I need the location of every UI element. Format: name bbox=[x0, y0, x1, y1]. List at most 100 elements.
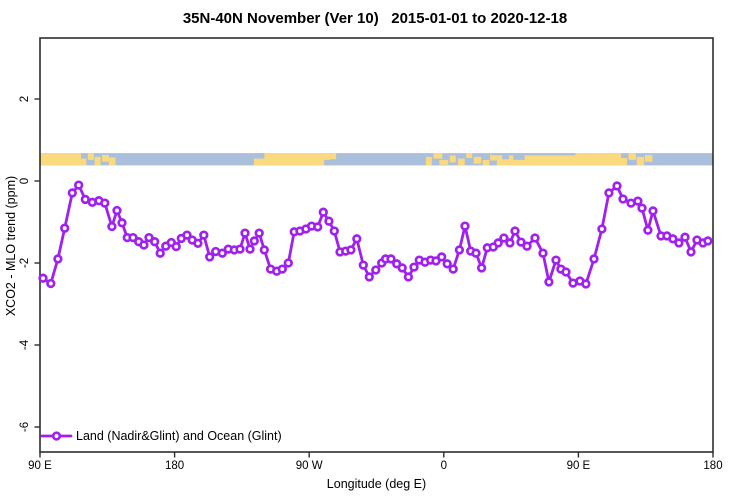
data-point bbox=[100, 198, 110, 208]
ocean-segment bbox=[513, 154, 525, 160]
ocean-segment bbox=[253, 153, 265, 159]
data-point bbox=[46, 278, 56, 289]
data-point bbox=[403, 272, 414, 282]
data-point bbox=[386, 254, 396, 264]
data-point bbox=[505, 238, 515, 248]
data-point bbox=[499, 233, 509, 243]
data-point bbox=[259, 245, 269, 255]
land-segment bbox=[433, 153, 443, 159]
data-point bbox=[460, 221, 470, 231]
data-point bbox=[74, 180, 84, 190]
land-segment bbox=[482, 159, 490, 166]
data-point bbox=[53, 254, 63, 264]
data-point bbox=[107, 221, 117, 232]
data-point bbox=[589, 254, 599, 264]
data-point bbox=[618, 194, 628, 204]
data-point bbox=[318, 207, 328, 217]
data-point bbox=[471, 248, 481, 258]
data-point bbox=[182, 230, 192, 240]
data-point bbox=[674, 238, 684, 248]
data-point bbox=[358, 260, 368, 270]
ocean-segment bbox=[491, 153, 576, 156]
land-segment bbox=[636, 156, 645, 166]
land-segment bbox=[40, 153, 82, 166]
y-tick-label: -6 bbox=[19, 422, 31, 432]
land-segment bbox=[87, 153, 94, 160]
data-point bbox=[313, 222, 323, 232]
data-point bbox=[171, 241, 181, 252]
data-point bbox=[193, 238, 203, 248]
data-point bbox=[493, 238, 503, 248]
ocean-segment bbox=[324, 159, 331, 166]
data-point bbox=[199, 230, 209, 240]
data-point bbox=[397, 263, 407, 273]
data-point bbox=[128, 232, 138, 243]
plot-border bbox=[39, 37, 714, 453]
data-point bbox=[38, 273, 48, 283]
data-point bbox=[352, 234, 362, 244]
x-tick-label: 180 bbox=[165, 460, 184, 472]
x-tick-label: 90 E bbox=[567, 460, 591, 472]
land-segment bbox=[330, 153, 337, 160]
data-point bbox=[235, 244, 245, 254]
data-point bbox=[254, 228, 264, 238]
land-segment bbox=[644, 154, 653, 162]
data-point bbox=[112, 205, 122, 216]
y-axis-ticks: 2 0 -2 -4 -6 bbox=[19, 96, 40, 432]
land-segment bbox=[253, 153, 331, 166]
data-point bbox=[551, 255, 561, 265]
land-segment bbox=[621, 158, 628, 166]
data-point bbox=[442, 259, 452, 269]
data-point bbox=[117, 218, 127, 228]
data-point bbox=[604, 188, 614, 198]
data-point bbox=[454, 245, 465, 255]
data-point bbox=[329, 226, 339, 236]
data-point bbox=[150, 237, 160, 247]
ocean-segment bbox=[502, 155, 509, 160]
x-tick-label: 90 E bbox=[28, 460, 52, 472]
data-point bbox=[324, 216, 334, 226]
data-point bbox=[680, 232, 690, 242]
x-axis-ticks: 90 E 180 90 W 0 90 E 180 bbox=[28, 452, 723, 472]
data-point bbox=[437, 252, 447, 262]
data-point bbox=[240, 228, 250, 238]
data-point bbox=[597, 224, 607, 234]
land-segment bbox=[81, 158, 87, 166]
land-segment bbox=[94, 156, 101, 166]
data-markers bbox=[38, 180, 713, 289]
legend-marker-icon bbox=[51, 431, 62, 441]
land-ocean-map-strip bbox=[40, 153, 713, 166]
data-point bbox=[371, 265, 381, 275]
data-point bbox=[217, 248, 227, 258]
data-point bbox=[409, 262, 419, 272]
land-segment bbox=[466, 153, 473, 159]
data-point bbox=[686, 247, 696, 257]
data-point bbox=[139, 240, 149, 250]
data-point bbox=[476, 263, 487, 273]
data-point bbox=[637, 203, 647, 213]
data-point bbox=[277, 264, 287, 274]
data-point bbox=[516, 237, 526, 247]
land-segment bbox=[496, 153, 622, 166]
y-tick-label: 0 bbox=[19, 178, 31, 184]
data-point bbox=[668, 234, 678, 244]
x-tick-label: 180 bbox=[703, 460, 722, 472]
land-segment bbox=[628, 153, 636, 160]
data-point bbox=[544, 277, 554, 287]
data-point bbox=[648, 206, 658, 216]
x-tick-label: 0 bbox=[441, 460, 447, 472]
plot-title: 35N-40N November (Ver 10) 2015-01-01 to … bbox=[182, 10, 568, 27]
land-segment bbox=[458, 158, 465, 166]
data-point bbox=[346, 245, 356, 255]
land-segment bbox=[439, 159, 449, 165]
data-point bbox=[448, 264, 458, 274]
data-point bbox=[612, 181, 622, 191]
land-segment bbox=[102, 154, 109, 162]
data-point bbox=[643, 225, 653, 235]
data-point bbox=[633, 196, 643, 206]
data-point bbox=[431, 256, 441, 266]
land-segment bbox=[108, 157, 116, 166]
data-point bbox=[205, 252, 215, 262]
